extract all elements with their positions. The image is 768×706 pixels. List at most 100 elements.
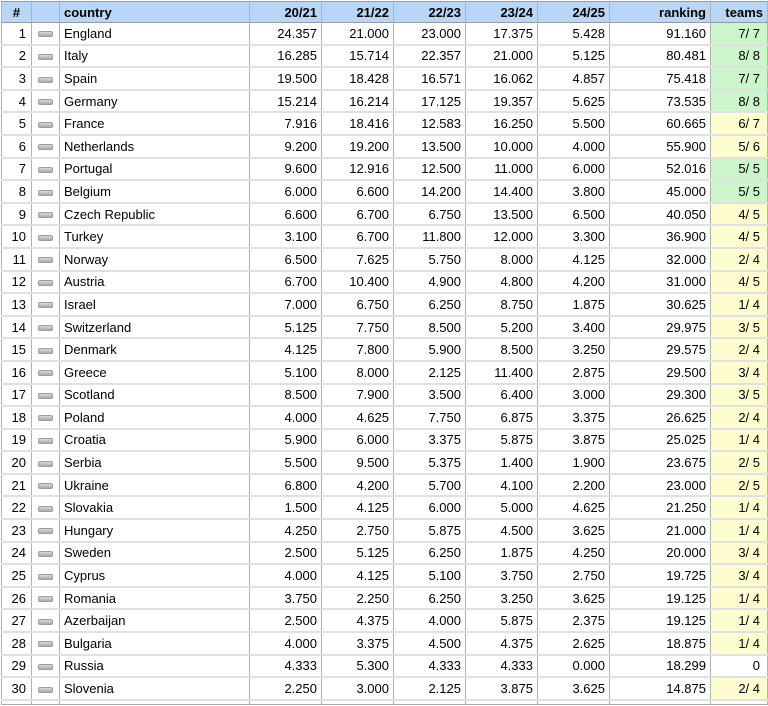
season-points-cell-24-25: 4.857 [537, 67, 610, 91]
season-points-cell-23-24: 13.500 [465, 202, 538, 227]
country-cell: Sweden [59, 541, 250, 566]
season-points-cell-20-21: 2.500 [249, 609, 322, 634]
country-cell: Ukraine [59, 473, 250, 498]
table-row: 29 Russia 4.333 5.300 4.333 4.333 0.000 … [1, 654, 768, 679]
season-points-cell-22-23: 4.500 [393, 632, 466, 656]
rank-cell: 22 [1, 496, 32, 521]
season-points-cell-22-23: 5.700 [393, 473, 466, 498]
no-change-icon [38, 415, 53, 422]
rank-change-cell [31, 293, 60, 317]
ranking-cell: 40.050 [609, 202, 711, 227]
season-points-cell-21-22: 7.800 [321, 338, 394, 362]
ranking-cell: 55.900 [609, 134, 711, 159]
season-points-cell-23-24: 4.333 [465, 654, 538, 679]
no-change-icon [38, 53, 53, 60]
rank-cell: 19 [1, 428, 32, 453]
partial-next-row [1, 699, 768, 705]
ranking-cell: 30.625 [609, 293, 711, 317]
season-points-cell-22-23: 4.333 [393, 654, 466, 679]
season-points-cell-21-22: 8.000 [321, 360, 394, 385]
rank-cell: 25 [1, 564, 32, 588]
country-cell: Czech Republic [59, 202, 250, 227]
season-points-cell-20-21: 4.000 [249, 406, 322, 430]
rank-change-cell [31, 338, 60, 362]
season-points-cell-20-21: 2.250 [249, 677, 322, 701]
season-points-cell-21-22: 12.916 [321, 157, 394, 182]
season-points-cell-21-22: 3.375 [321, 632, 394, 656]
season-points-cell-22-23: 3.375 [393, 428, 466, 453]
ranking-cell: 73.535 [609, 89, 711, 114]
no-change-icon [38, 460, 53, 467]
season-points-cell-22-23: 3.500 [393, 383, 466, 408]
rank-cell: 13 [1, 293, 32, 317]
season-points-cell-24-25: 3.250 [537, 338, 610, 362]
season-points-cell-23-24: 6.875 [465, 406, 538, 430]
season-column-header-20-21: 20/21 [249, 1, 322, 23]
season-points-cell-24-25: 3.875 [537, 428, 610, 453]
country-cell: Germany [59, 89, 250, 114]
season-points-cell-21-22: 4.125 [321, 496, 394, 521]
season-points-cell-22-23: 2.125 [393, 677, 466, 701]
rank-change-cell [31, 270, 60, 295]
season-points-cell-20-21: 4.000 [249, 632, 322, 656]
season-points-cell-21-22: 15.714 [321, 44, 394, 69]
table-row: 20 Serbia 5.500 9.500 5.375 1.400 1.900 … [1, 451, 768, 475]
season-points-cell-20-21: 4.333 [249, 654, 322, 679]
rank-cell: 9 [1, 202, 32, 227]
season-points-cell-23-24: 16.062 [465, 67, 538, 91]
teams-cell: 3/ 4 [710, 541, 768, 566]
season-column-header-24-25: 24/25 [537, 1, 610, 23]
teams-cell: 1/ 4 [710, 609, 768, 634]
country-cell: Slovenia [59, 677, 250, 701]
season-points-cell-22-23: 6.250 [393, 541, 466, 566]
season-points-cell-20-21: 4.000 [249, 564, 322, 588]
country-cell: Turkey [59, 225, 250, 249]
ranking-cell: 25.025 [609, 428, 711, 453]
rank-change-cell [31, 383, 60, 408]
rank-change-cell [31, 699, 60, 705]
no-change-icon [38, 663, 53, 670]
ranking-cell [609, 699, 711, 705]
rank-change-cell [31, 406, 60, 430]
season-points-cell-23-24: 6.400 [465, 383, 538, 408]
no-change-icon [38, 302, 53, 309]
no-change-icon [38, 279, 53, 286]
table-row: 5 France 7.916 18.416 12.583 16.250 5.50… [1, 112, 768, 136]
ranking-cell: 32.000 [609, 247, 711, 272]
season-points-cell-23-24: 8.000 [465, 247, 538, 272]
country-cell [59, 699, 250, 705]
teams-cell [710, 699, 768, 705]
rank-change-cell [31, 67, 60, 91]
country-cell: France [59, 112, 250, 136]
rank-cell: 15 [1, 338, 32, 362]
teams-cell: 2/ 5 [710, 473, 768, 498]
table-row: 16 Greece 5.100 8.000 2.125 11.400 2.875… [1, 360, 768, 385]
table-row: 30 Slovenia 2.250 3.000 2.125 3.875 3.62… [1, 677, 768, 701]
season-points-cell-21-22: 19.200 [321, 134, 394, 159]
table-row: 8 Belgium 6.000 6.600 14.200 14.400 3.80… [1, 180, 768, 204]
rank-cell: 29 [1, 654, 32, 679]
teams-cell: 4/ 5 [710, 270, 768, 295]
season-points-cell-23-24: 4.500 [465, 519, 538, 543]
country-cell: Croatia [59, 428, 250, 453]
table-row: 24 Sweden 2.500 5.125 6.250 1.875 4.250 … [1, 541, 768, 566]
season-points-cell-22-23: 11.800 [393, 225, 466, 249]
table-row: 26 Romania 3.750 2.250 6.250 3.250 3.625… [1, 586, 768, 611]
rank-change-cell [31, 564, 60, 588]
rank-cell: 16 [1, 360, 32, 385]
ranking-cell: 60.665 [609, 112, 711, 136]
season-points-cell-20-21: 24.357 [249, 22, 322, 46]
rank-cell: 6 [1, 134, 32, 159]
table-row: 14 Switzerland 5.125 7.750 8.500 5.200 3… [1, 315, 768, 340]
season-points-cell-21-22: 18.428 [321, 67, 394, 91]
season-points-cell-21-22: 2.250 [321, 586, 394, 611]
country-cell: Cyprus [59, 564, 250, 588]
rank-change-cell [31, 157, 60, 182]
ranking-cell: 80.481 [609, 44, 711, 69]
table-row: 25 Cyprus 4.000 4.125 5.100 3.750 2.750 … [1, 564, 768, 588]
table-row: 22 Slovakia 1.500 4.125 6.000 5.000 4.62… [1, 496, 768, 521]
season-points-cell-22-23: 22.357 [393, 44, 466, 69]
ranking-cell: 26.625 [609, 406, 711, 430]
season-points-cell-23-24: 11.000 [465, 157, 538, 182]
